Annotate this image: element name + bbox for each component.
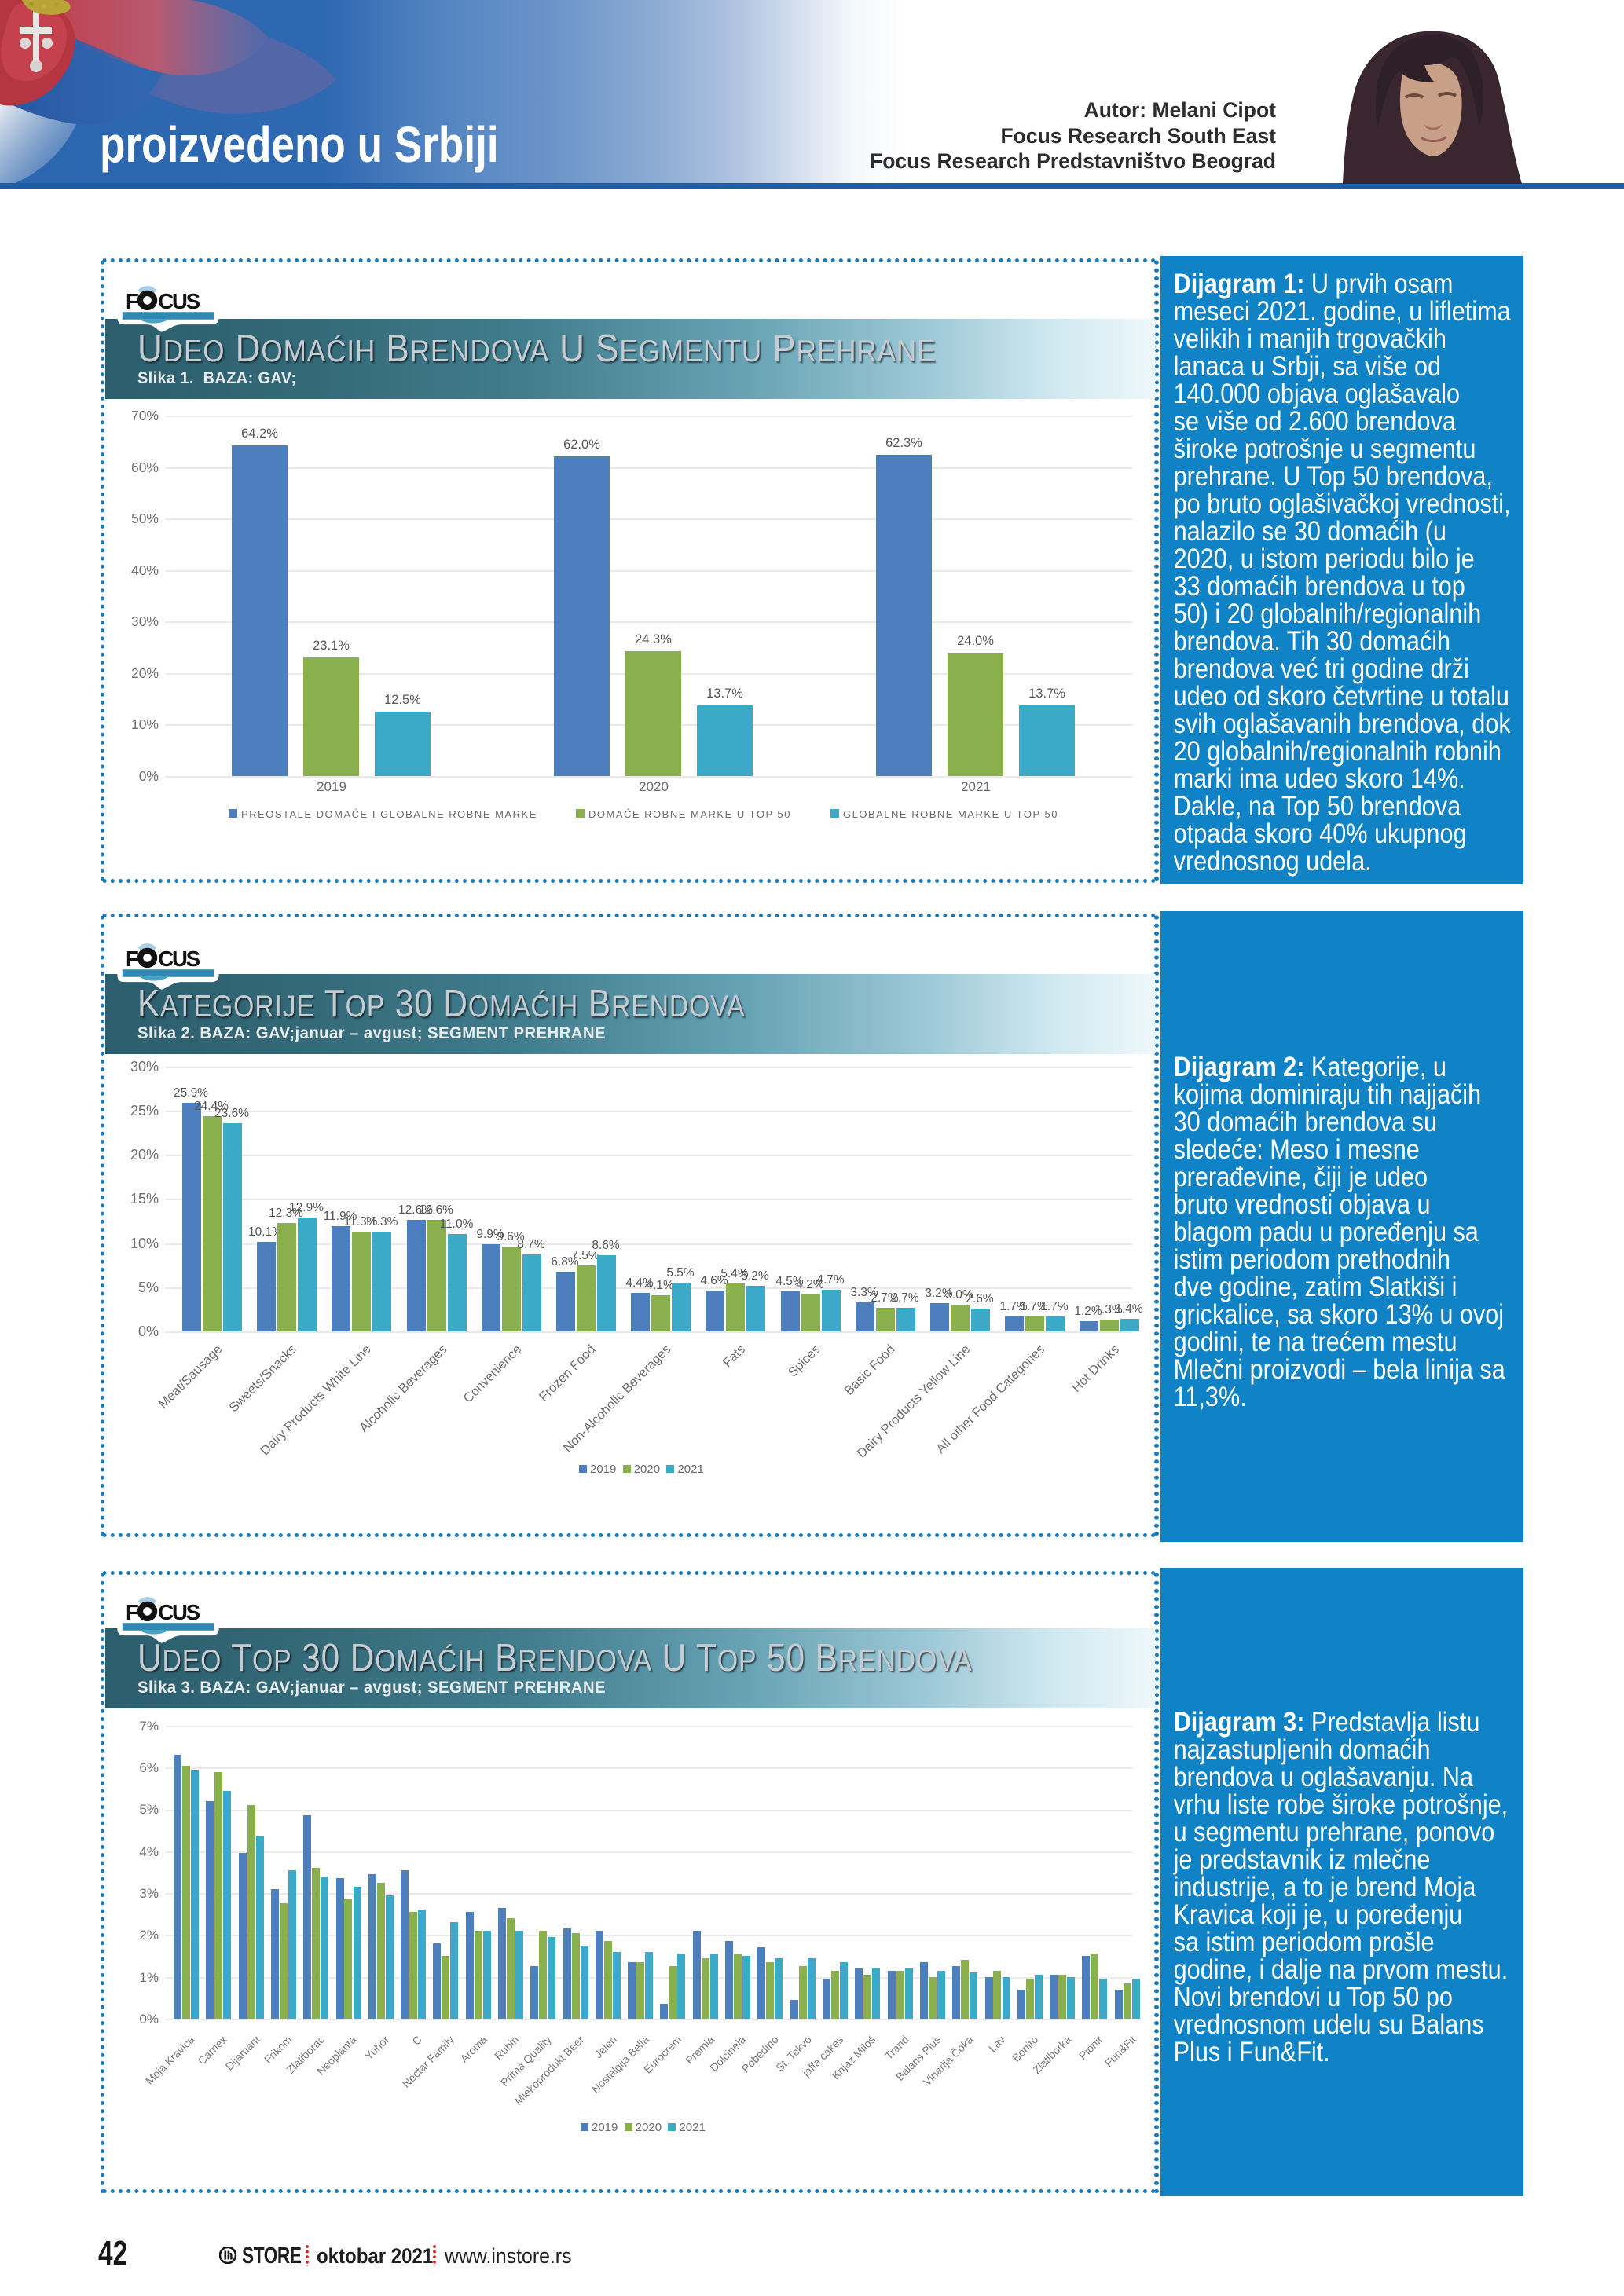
svg-text:F: F — [126, 947, 138, 971]
svg-text:CUS: CUS — [158, 289, 200, 313]
svg-text:F: F — [126, 1600, 138, 1624]
svg-text:F: F — [126, 289, 138, 313]
svg-text:CUS: CUS — [158, 1600, 200, 1624]
svg-text:CUS: CUS — [158, 947, 200, 971]
